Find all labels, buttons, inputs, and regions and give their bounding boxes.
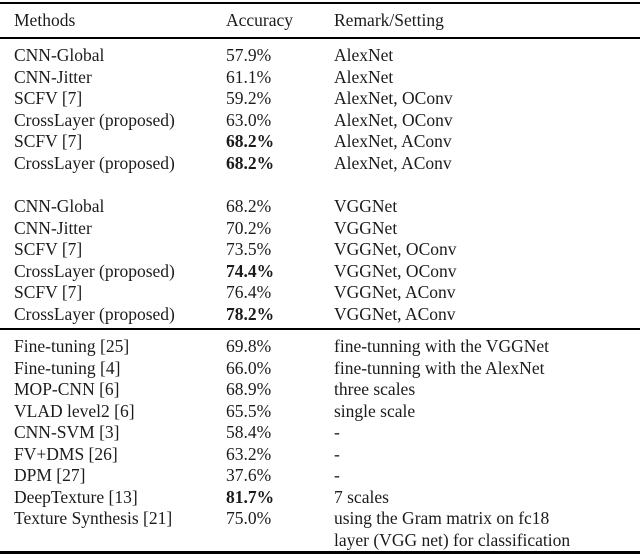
accuracy-cell: 74.4% [226,260,275,281]
accuracy-cell: 69.8% [226,336,272,356]
table-rule-below-header [0,37,640,39]
accuracy-cell: 73.5% [226,239,272,259]
table-row: CrossLayer (proposed) 63.0% AlexNet, OConv [0,110,640,132]
accuracy-cell: 63.0% [226,109,272,130]
table-row: CNN-SVM [3] 58.4% - [0,422,640,444]
method-cell: Fine-tuning [4] [14,357,121,378]
method-cell: Texture Synthesis [21] [14,508,173,528]
column-header-accuracy: Accuracy [226,10,294,30]
method-cell: CrossLayer (proposed) [14,303,175,324]
remark-cell: VGGNet, OConv [334,260,457,281]
remark-cell: fine-tunning with the VGGNet [334,336,549,356]
method-cell: SCFV [7] [14,131,83,151]
table-row: CrossLayer (proposed) 68.2% AlexNet, AConv [0,153,640,175]
accuracy-cell: 65.5% [226,400,272,421]
table-row: CNN-Jitter 70.2% VGGNet [0,218,640,240]
accuracy-cell: 68.2% [226,152,275,173]
remark-cell: VGGNet, OConv [334,239,457,259]
table-row: Fine-tuning [25] 69.8% fine-tunning with t… [0,336,640,358]
accuracy-cell: 68.2% [226,196,272,216]
remark-cell: AlexNet [334,66,394,87]
remark-cell: - [334,422,340,442]
remark-cell: AlexNet, AConv [334,131,452,151]
method-cell: SCFV [7] [14,282,83,302]
method-cell: SCFV [7] [14,239,83,259]
method-cell: MOP-CNN [6] [14,379,120,399]
remark-cell: - [334,443,340,464]
remark-cell: three scales [334,379,416,399]
table-row: Fine-tuning [4] 66.0% fine-tunning with th… [0,358,640,380]
table-row: DPM [27] 37.6% - [0,465,640,487]
table-rule-bottom [0,551,640,554]
method-cell: DPM [27] [14,465,86,485]
remark-cell: VGGNet [334,196,398,216]
accuracy-cell: 37.6% [226,465,272,485]
section-gap [0,174,640,196]
accuracy-cell: 76.4% [226,282,272,302]
remark-cell: VGGNet, AConv [334,303,456,324]
table-row: CrossLayer (proposed) 78.2% VGGNet, AConv [0,304,640,326]
remark-cell: - [334,465,340,485]
table-row: CNN-Global 57.9% AlexNet [0,45,640,67]
remark-cell: AlexNet, AConv [334,152,452,173]
table-section-vggnet: CNN-Global 68.2% VGGNet CNN-Jitter 70.2% VGGN… [0,196,640,325]
table-row: SCFV [7] 76.4% VGGNet, AConv [0,282,640,304]
method-cell: CNN-Global [14,45,105,65]
accuracy-cell: 75.0% [226,508,272,528]
table-row: MOP-CNN [6] 68.9% three scales [0,379,640,401]
method-cell: SCFV [7] [14,88,83,108]
method-cell: CrossLayer (proposed) [14,109,175,130]
table-row: FV+DMS [26] 63.2% - [0,444,640,466]
remark-cell: single scale [334,400,416,421]
accuracy-cell: 63.2% [226,443,272,464]
method-cell: CNN-SVM [3] [14,422,120,442]
remark-cell: VGGNet, AConv [334,282,456,302]
method-cell: VLAD level2 [6] [14,400,135,421]
accuracy-cell: 57.9% [226,45,272,65]
accuracy-cell: 78.2% [226,303,275,324]
table-header-row: Methods Accuracy Remark/Setting [0,4,640,37]
table-section-alexnet: CNN-Global 57.9% AlexNet CNN-Jitter 61.1% Ale… [0,39,640,174]
table-row: CNN-Global 68.2% VGGNet [0,196,640,218]
method-cell: Fine-tuning [25] [14,336,130,356]
remark-cell: using the Gram matrix on fc18 layer (VGG… [334,508,571,550]
method-cell: CrossLayer (proposed) [14,152,175,173]
accuracy-cell: 81.7% [226,486,275,507]
method-cell: CNN-Global [14,196,105,216]
method-cell: CNN-Jitter [14,66,92,87]
remark-cell: AlexNet, OConv [334,109,453,130]
remark-cell: AlexNet [334,45,394,65]
table-row: Texture Synthesis [21] 75.0% using the Gra… [0,508,640,551]
remark-cell: 7 scales [334,486,389,507]
accuracy-cell: 70.2% [226,217,272,238]
remark-cell: AlexNet, OConv [334,88,453,108]
method-cell: CrossLayer (proposed) [14,260,175,281]
column-header-remark-setting: Remark/Setting [334,10,444,30]
table-row: SCFV [7] 73.5% VGGNet, OConv [0,239,640,261]
table-rule-top [0,2,640,4]
accuracy-cell: 68.9% [226,379,272,399]
table-row: SCFV [7] 68.2% AlexNet, AConv [0,131,640,153]
method-cell: FV+DMS [26] [14,443,118,464]
accuracy-cell: 61.1% [226,66,272,87]
accuracy-cell: 66.0% [226,357,272,378]
table-section-comparison: Fine-tuning [25] 69.8% fine-tunning with t… [0,330,640,551]
table-row: SCFV [7] 59.2% AlexNet, OConv [0,88,640,110]
remark-cell: VGGNet [334,217,398,238]
table-row: CrossLayer (proposed) 74.4% VGGNet, OConv [0,261,640,283]
column-header-methods: Methods [14,10,76,30]
table-row: CNN-Jitter 61.1% AlexNet [0,67,640,89]
method-cell: DeepTexture [13] [14,486,138,507]
table-row: DeepTexture [13] 81.7% 7 scales [0,487,640,509]
table-row: VLAD level2 [6] 65.5% single scale [0,401,640,423]
method-cell: CNN-Jitter [14,217,92,238]
accuracy-cell: 59.2% [226,88,272,108]
table-rule-mid [0,328,640,330]
accuracy-cell: 58.4% [226,422,272,442]
accuracy-cell: 68.2% [226,131,275,151]
remark-cell: fine-tunning with the AlexNet [334,357,545,378]
